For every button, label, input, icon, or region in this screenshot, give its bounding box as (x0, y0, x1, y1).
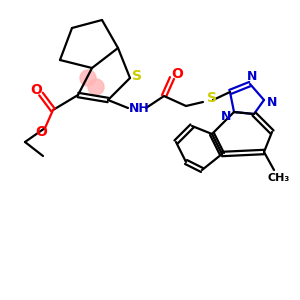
Text: N: N (247, 70, 257, 83)
Text: S: S (132, 69, 142, 83)
Text: NH: NH (129, 101, 149, 115)
Circle shape (80, 70, 96, 86)
Text: N: N (267, 95, 277, 109)
Text: O: O (30, 83, 42, 97)
Text: O: O (171, 67, 183, 81)
Text: O: O (35, 125, 47, 139)
Text: N: N (221, 110, 231, 124)
Text: S: S (207, 91, 217, 105)
Circle shape (88, 79, 104, 95)
Text: CH₃: CH₃ (268, 173, 290, 183)
